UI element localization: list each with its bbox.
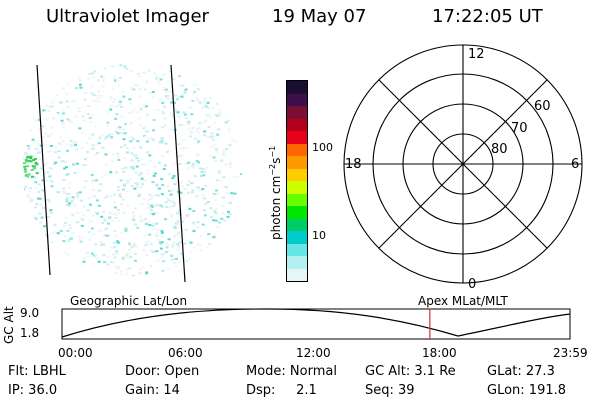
mlt-label-0: 0 xyxy=(468,277,476,290)
colorbar-band xyxy=(287,156,307,169)
lat-label-80: 80 xyxy=(491,142,508,157)
colorbar-band xyxy=(287,93,307,106)
colorbar-tick-100: 100 xyxy=(312,141,333,154)
gc-alt-axis-label: GC Alt xyxy=(2,306,16,344)
colorbar-band xyxy=(287,168,307,181)
date-label: 19 May 07 xyxy=(272,6,367,27)
y-tick-bottom: 1.8 xyxy=(20,326,40,340)
info-glat: GLat: 27.3 xyxy=(487,364,555,379)
longitude-line-left xyxy=(36,64,51,276)
timeline-frame xyxy=(61,308,571,340)
colorbar-tick-10: 10 xyxy=(312,229,326,242)
colorbar-band xyxy=(287,256,307,269)
colorbar-band xyxy=(287,181,307,194)
x-tick-1800: 18:00 xyxy=(422,346,457,360)
colorbar-band xyxy=(287,131,307,144)
altitude-timeline xyxy=(61,308,571,340)
mlt-label-12: 12 xyxy=(468,47,485,62)
info-gc-alt: GC Alt: 3.1 Re xyxy=(365,364,456,379)
uv-emission-image xyxy=(22,64,242,276)
colorbar-band xyxy=(287,193,307,206)
info-gain: Gain: 14 xyxy=(125,383,180,398)
color-scale-bar xyxy=(286,80,308,282)
lat-label-70: 70 xyxy=(511,121,528,136)
colorbar-unit-label: photon cm−2s−1 xyxy=(268,145,283,240)
altitude-curve xyxy=(61,308,571,338)
mlt-label-6: 6 xyxy=(571,157,579,172)
colorbar-band xyxy=(287,231,307,244)
info-mode: Mode: Normal xyxy=(246,364,337,379)
x-tick-0600: 06:00 xyxy=(168,346,203,360)
time-label: 17:22:05 UT xyxy=(432,6,543,27)
longitude-line-right xyxy=(170,64,186,283)
instrument-title: Ultraviolet Imager xyxy=(46,6,209,27)
info-seq: Seq: 39 xyxy=(365,383,415,398)
info-ip: IP: 36.0 xyxy=(8,383,58,398)
colorbar-band xyxy=(287,81,307,94)
colorbar-band xyxy=(287,118,307,131)
colorbar-band xyxy=(287,106,307,119)
colorbar-band xyxy=(287,218,307,231)
info-filter: Flt: LBHL xyxy=(8,364,66,379)
colorbar-band xyxy=(287,243,307,256)
colorbar-band xyxy=(287,143,307,156)
x-tick-2359: 23:59 xyxy=(553,346,588,360)
x-tick-1200: 12:00 xyxy=(296,346,331,360)
mlt-label-18: 18 xyxy=(345,157,362,172)
geographic-label: Geographic Lat/Lon xyxy=(70,294,188,308)
y-tick-top: 9.0 xyxy=(20,306,40,320)
info-dsp: Dsp: 2.1 xyxy=(246,383,317,398)
info-door: Door: Open xyxy=(125,364,200,379)
polar-mlt-plot: 12 18 6 0 60 70 80 xyxy=(343,44,583,290)
info-glon: GLon: 191.8 xyxy=(487,383,567,398)
diagonal-line-2 xyxy=(378,79,548,249)
uv-image-panel xyxy=(22,64,242,283)
apex-label: Apex MLat/MLT xyxy=(418,294,508,308)
x-tick-0000: 00:00 xyxy=(58,346,93,360)
colorbar-band xyxy=(287,206,307,219)
lat-label-60: 60 xyxy=(534,99,551,114)
colorbar-band xyxy=(287,268,307,281)
